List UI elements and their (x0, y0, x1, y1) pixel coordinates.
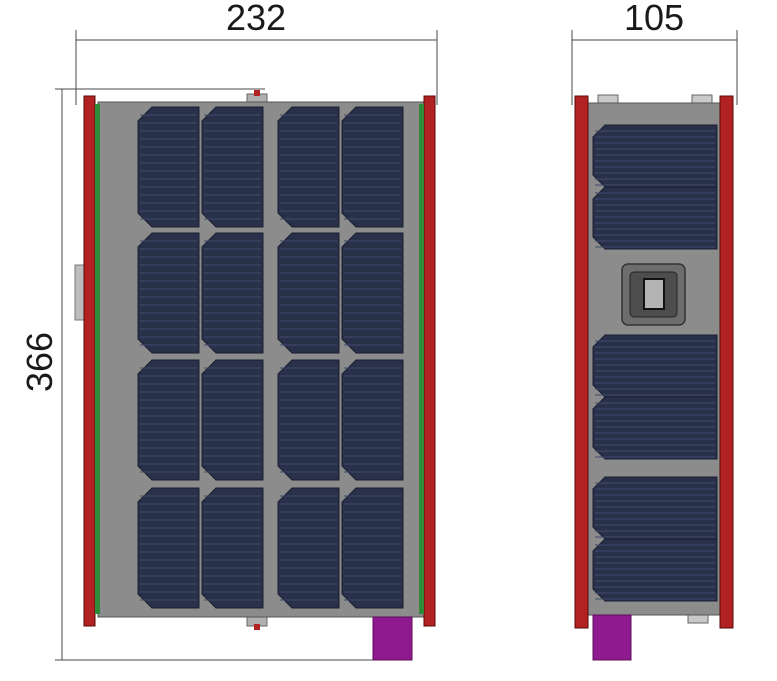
solar-cell-left-r4-c1 (137, 487, 200, 609)
solar-cell-surface (137, 106, 200, 228)
dimension-width-left: 232 (75, 0, 438, 105)
dimension-label-width-right: 105 (624, 0, 684, 38)
solar-cell-surface (137, 487, 200, 609)
rail-right-view-left (574, 95, 589, 629)
solar-cell-surface (277, 359, 340, 481)
solar-cell-left-r3-c3 (277, 359, 340, 481)
solar-cell-surface (277, 232, 340, 354)
dimension-label-width-left: 232 (226, 0, 286, 38)
solar-cell-surface (592, 476, 718, 540)
rail-right-outer (423, 95, 436, 627)
solar-cell-right-6 (592, 538, 718, 602)
solar-cell-surface (592, 186, 718, 250)
solar-cell-right-4 (592, 396, 718, 460)
solar-cell-left-r1-c2 (201, 106, 264, 228)
solar-cell-array-right (592, 124, 718, 602)
top-tab-pin (254, 90, 260, 96)
solar-cell-right-5 (592, 476, 718, 540)
solar-cell-surface (341, 359, 404, 481)
solar-cell-array-left (137, 106, 404, 609)
top-tab-right-b (691, 94, 713, 104)
solar-cell-surface (277, 106, 340, 228)
solar-cell-left-r2-c2 (201, 232, 264, 354)
side-connector-left (74, 264, 85, 321)
camera-window (621, 263, 686, 326)
dimension-width-right: 105 (571, 0, 738, 105)
dimension-height: 366 (19, 88, 380, 661)
solar-cell-surface (341, 106, 404, 228)
solar-cell-surface (592, 334, 718, 398)
side-view-narrow-panel (574, 94, 734, 629)
rail-left-green (95, 104, 100, 614)
solar-cell-left-r1-c4 (341, 106, 404, 228)
solar-cell-surface (277, 487, 340, 609)
solar-cell-surface (341, 487, 404, 609)
solar-cell-surface (137, 359, 200, 481)
solar-cell-left-r3-c2 (201, 359, 264, 481)
bottom-tab-pin (254, 624, 260, 630)
solar-cell-surface (201, 487, 264, 609)
solar-cell-right-1 (592, 124, 718, 188)
solar-cell-surface (201, 359, 264, 481)
rail-right-green (419, 104, 424, 614)
solar-cell-surface (341, 232, 404, 354)
top-tab-right-a (597, 94, 619, 104)
solar-cell-surface (201, 232, 264, 354)
dimension-label-height: 366 (19, 332, 60, 392)
solar-cell-surface (592, 124, 718, 188)
solar-cell-left-r4-c2 (201, 487, 264, 609)
bottom-tab-right (687, 614, 709, 624)
connector-block-right (592, 614, 632, 661)
solar-cell-left-r2-c3 (277, 232, 340, 354)
solar-cell-surface (592, 396, 718, 460)
solar-cell-left-r4-c3 (277, 487, 340, 609)
solar-cell-left-r3-c4 (341, 359, 404, 481)
solar-cell-surface (201, 106, 264, 228)
connector-block-left (372, 616, 413, 661)
solar-cell-left-r2-c4 (341, 232, 404, 354)
solar-cell-surface (592, 538, 718, 602)
solar-cell-left-r1-c1 (137, 106, 200, 228)
side-view-large-panel (74, 90, 436, 630)
rail-right-view-right (719, 95, 734, 629)
solar-cell-right-3 (592, 334, 718, 398)
solar-cell-left-r2-c1 (137, 232, 200, 354)
rail-left-outer (83, 95, 96, 627)
solar-cell-left-r1-c3 (277, 106, 340, 228)
solar-cell-right-2 (592, 186, 718, 250)
camera-lens (643, 278, 665, 310)
solar-cell-left-r4-c4 (341, 487, 404, 609)
solar-cell-surface (137, 232, 200, 354)
solar-cell-left-r3-c1 (137, 359, 200, 481)
